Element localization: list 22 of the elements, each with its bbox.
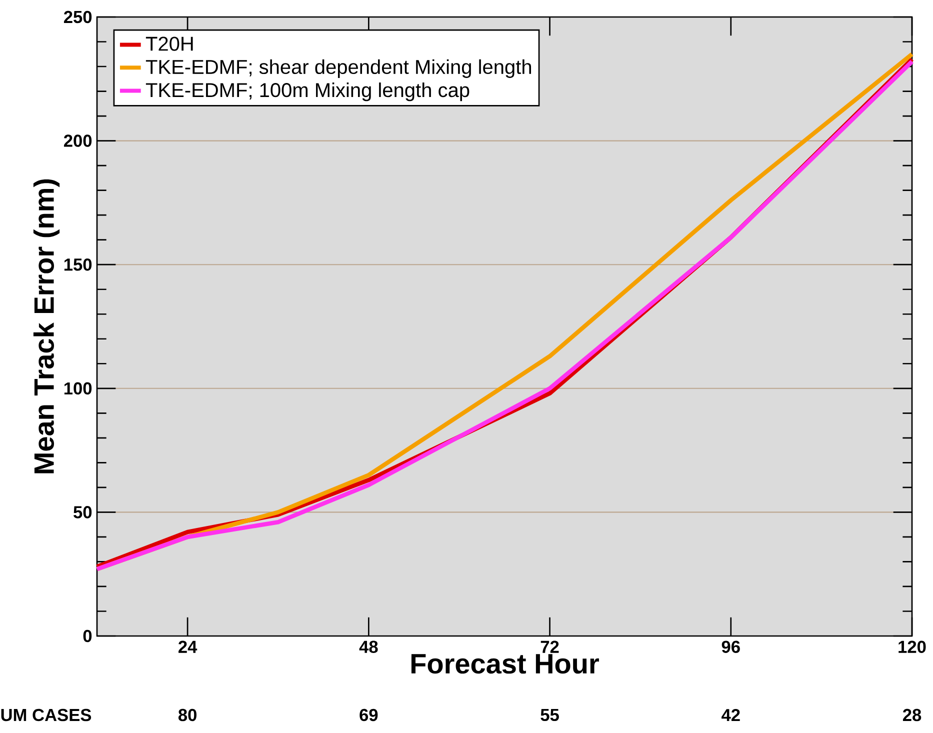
text: 69 [360,708,378,722]
text: 42 [722,708,740,722]
text: 80 [178,708,196,722]
x-axis-title: Forecast Hour [411,654,599,674]
text: 55 [540,708,559,722]
y-tick-label: 100 [64,382,92,395]
text: UM CASES [1,708,92,722]
y-tick-label: 50 [74,506,92,518]
y-tick-label: 200 [64,134,92,147]
x-tick-label: 120 [898,640,926,653]
legend-label: TKE-EDMF; 100m Mixing length cap [146,82,470,102]
y-axis-title: Mean Track Error (nm) [33,179,60,474]
y-tick-label: 0 [83,630,92,642]
x-tick-label: 72 [540,640,559,653]
y-tick-label: 250 [64,10,92,24]
x-tick-label: 96 [722,640,740,653]
legend-label: T20H [146,36,193,51]
text: 28 [902,708,922,722]
x-tick-label: 24 [178,640,198,653]
x-tick-label: 48 [359,640,378,653]
legend-label: TKE-EDMF; shear dependent Mixing length [146,59,532,78]
y-tick-label: 150 [64,258,92,271]
